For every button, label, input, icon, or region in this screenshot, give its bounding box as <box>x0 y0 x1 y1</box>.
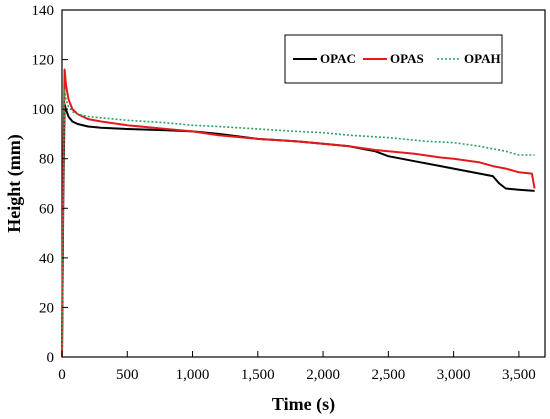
x-axis-title: Time (s) <box>272 394 335 415</box>
y-tick-label: 120 <box>32 53 55 69</box>
x-tick-label: 2,000 <box>306 367 340 383</box>
x-tick-label: 0 <box>58 367 66 383</box>
axes-group: 0 20 40 60 80 100 120 140 0 500 1,000 1,500 2,000 2,5… <box>32 3 536 383</box>
plot-area <box>61 9 546 358</box>
legend-label-opah: OPAH <box>464 51 501 66</box>
y-tick-label: 100 <box>32 102 55 118</box>
x-tick-label: 3,000 <box>437 367 471 383</box>
y-axis-title: Height (mm) <box>4 134 25 232</box>
y-tick-label: 140 <box>32 3 55 19</box>
y-tick-label: 80 <box>39 152 54 168</box>
y-tick-label: 20 <box>39 300 54 316</box>
series-line-opah <box>61 88 535 358</box>
y-tick-label: 0 <box>47 350 55 366</box>
x-tick-label: 500 <box>116 367 139 383</box>
legend-label-opac: OPAC <box>320 51 356 66</box>
x-tick-label: 1,000 <box>176 367 210 383</box>
x-tick-label: 2,500 <box>371 367 405 383</box>
x-tick-label: 3,500 <box>502 367 536 383</box>
y-tick-label: 40 <box>39 251 54 267</box>
legend-label-opas: OPAS <box>390 51 424 66</box>
y-tick-label: 60 <box>39 201 54 217</box>
series-group <box>61 68 536 358</box>
legend-box <box>284 34 503 84</box>
legend: OPAC OPAS OPAH <box>284 34 503 84</box>
plot-frame <box>61 9 546 358</box>
x-tick-label: 1,500 <box>241 367 275 383</box>
series-line-opas <box>61 68 536 358</box>
